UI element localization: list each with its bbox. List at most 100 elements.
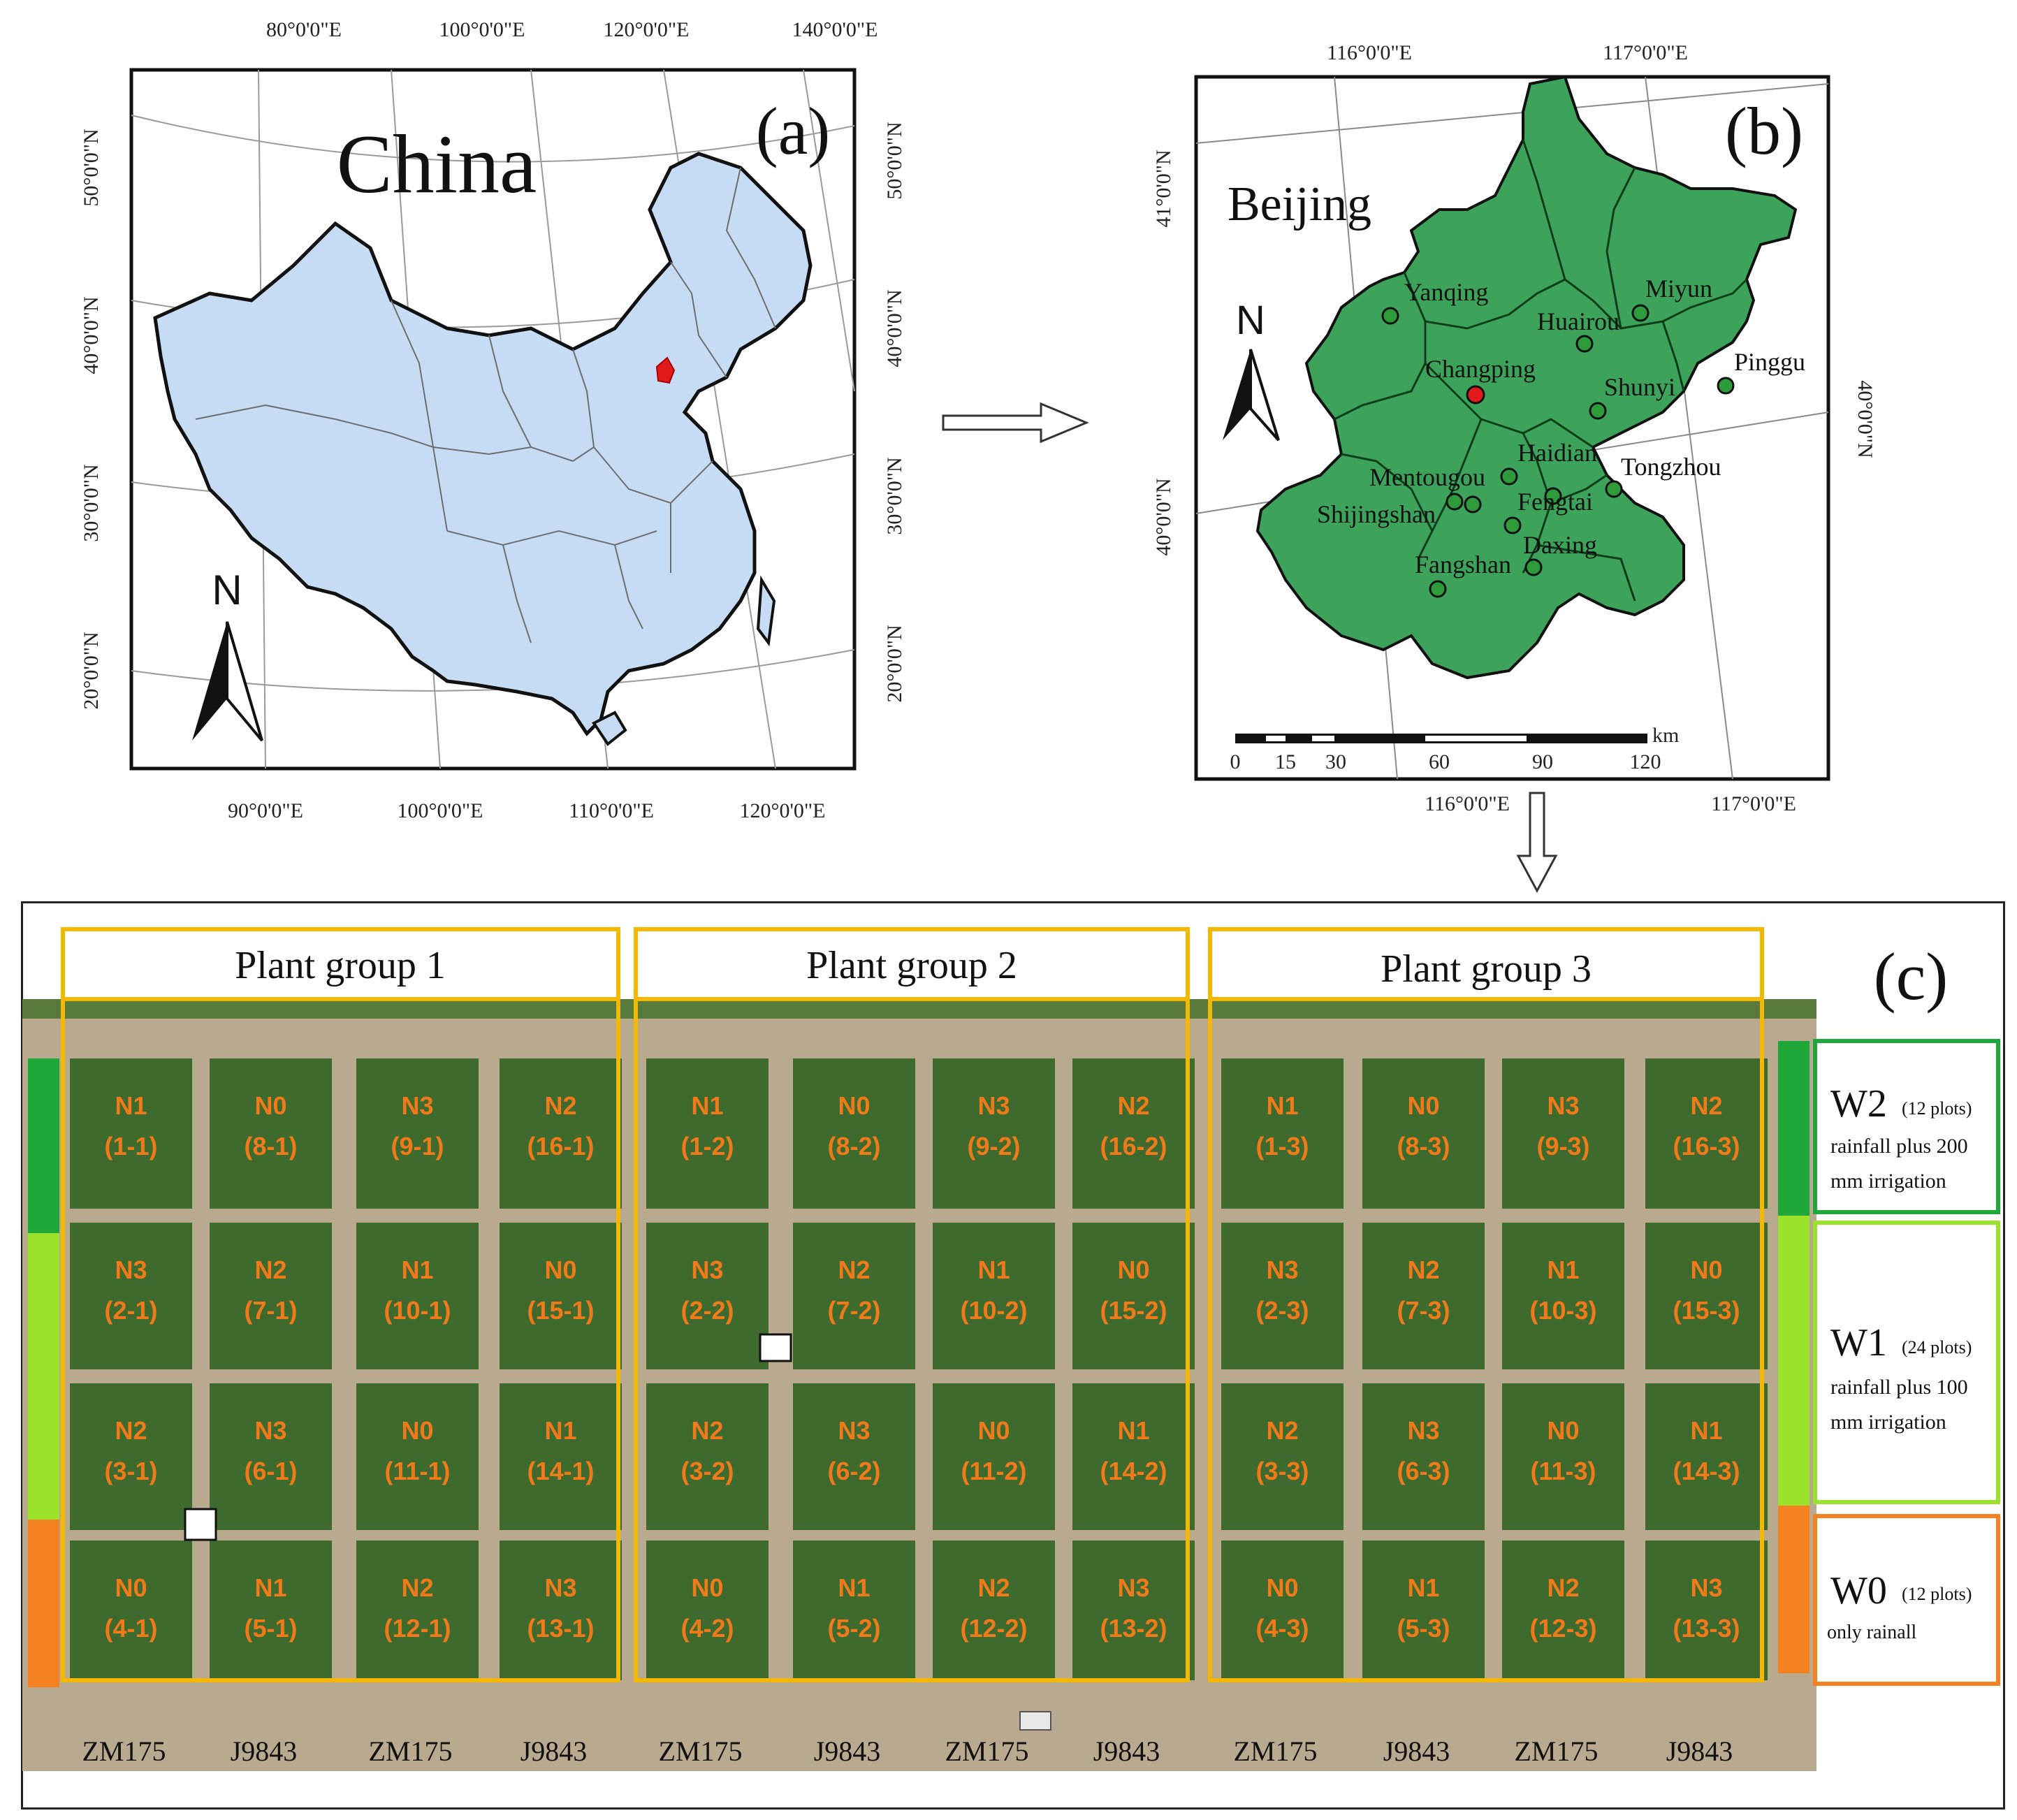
field-plot [1645,1541,1768,1680]
plot-nitrogen-label: N0 [401,1416,433,1445]
plot-nitrogen-label: N3 [1407,1416,1439,1445]
top-lon-label: 140°0'0"E [792,18,878,41]
plot-id-label: (4-2) [680,1614,734,1643]
plot-nitrogen-label: N1 [1690,1416,1722,1445]
variety-label: ZM175 [945,1735,1029,1767]
group-frame-2 [634,927,1190,1682]
bottom-lon-label: 90°0'0"E [228,799,303,822]
district-marker [1464,495,1482,514]
field-experiment-layout: N1 (1-1) N0 (8-1) N3 (9-1) N2 (16-1) N1 (1-2) N0 (8… [22,927,2000,1771]
legend-box-w0 [1813,1514,2000,1686]
variety-label: J9843 [1093,1735,1160,1767]
plot-nitrogen-label: N2 [1117,1091,1149,1120]
district-markers [1381,304,1735,598]
group-title-3: Plant group 3 [1381,947,1592,991]
plot-id-label: (3-2) [680,1457,734,1485]
north-arrow-icon: N [1223,298,1280,442]
plot-id-label: (6-1) [244,1457,297,1485]
field-plot [933,1383,1055,1530]
district-label: Shijingshan [1317,500,1436,528]
plot-id-label: (15-2) [1100,1296,1167,1325]
panel-letter-a: (a) [756,94,831,168]
beijing-title: Beijing [1228,177,1371,231]
plot-id-label: (5-2) [827,1614,880,1643]
plot-id-label: (3-1) [104,1457,157,1485]
legend-count: (12 plots) [1902,1098,1972,1119]
legend-code: W0 [1830,1569,1887,1612]
right-lat-label: 40°0'0"N [1854,380,1877,458]
field-plot [1072,1383,1195,1530]
plot-nitrogen-label: N1 [1117,1416,1149,1445]
top-lon-label: 100°0'0"E [439,18,525,41]
plot-nitrogen-label: N0 [1117,1255,1149,1284]
variety-label: J9843 [520,1735,588,1767]
svg-text:N: N [1236,298,1265,343]
field-plot [210,1383,332,1530]
plot-id-label: (2-2) [680,1296,734,1325]
plot-nitrogen-label: N3 [544,1573,576,1602]
plot-id-label: (12-3) [1529,1614,1596,1643]
panel-letter-c: (c) [1874,939,1949,1014]
right-lat-label: 40°0'0"N [883,289,906,367]
plot-id-label: (14-2) [1100,1457,1167,1485]
field-plot [210,1541,332,1680]
right-lat-label: 30°0'0"N [883,457,906,534]
group-title-1: Plant group 1 [235,944,446,987]
district-marker [1544,487,1562,505]
top-lon-label: 116°0'0"E [1327,41,1412,64]
plot-id-label: (8-1) [244,1132,297,1160]
left-lat-label: 20°0'0"N [80,632,103,709]
scale-tick: 30 [1325,750,1346,773]
district-label: Pinggu [1734,348,1805,376]
legend-count: (24 plots) [1902,1337,1972,1357]
field-plot [1362,1383,1485,1530]
china-title: China [337,117,537,210]
plot-nitrogen-label: N0 [1547,1416,1579,1445]
field-plot [356,1383,479,1530]
plot-nitrogen-label: N2 [1407,1255,1439,1284]
left-lat-label: 41°0'0"N [1152,150,1175,227]
plot-id-label: (2-1) [104,1296,157,1325]
district-label: Tongzhou [1621,453,1721,481]
field-plot [933,1541,1055,1680]
field-plot [646,1541,769,1680]
scale-tick: 60 [1429,750,1450,773]
svg-text:N: N [212,567,242,613]
scale-tick: 0 [1230,750,1241,773]
variety-label: J9843 [231,1735,298,1767]
district-marker [1575,335,1594,353]
plot-nitrogen-label: N3 [254,1416,286,1445]
variety-label: ZM175 [1234,1735,1318,1767]
top-lon-label: 80°0'0"E [266,18,342,41]
plot-nitrogen-label: N3 [691,1255,723,1284]
district-label: Haidian [1517,439,1597,467]
plot-id-label: (13-3) [1673,1614,1740,1643]
field-marker [1019,1711,1051,1731]
plot-id-label: (5-3) [1397,1614,1450,1643]
district-marker [1429,580,1447,598]
field-plot [1221,1383,1344,1530]
plot-id-label: (9-3) [1536,1132,1589,1160]
plot-id-label: (12-2) [960,1614,1027,1643]
plot-id-label: (1-1) [104,1132,157,1160]
field-plot [1072,1541,1195,1680]
plot-id-label: (15-1) [527,1296,594,1325]
plot-nitrogen-label: N2 [544,1091,576,1120]
plot-nitrogen-label: N2 [115,1416,147,1445]
district-label: Mentougou [1369,463,1485,491]
arrow-down-icon [1516,792,1558,894]
left-lat-label: 30°0'0"N [80,464,103,541]
field-plot [356,1541,479,1680]
district-label: Miyun [1645,275,1712,303]
district-label: Huairou [1537,307,1619,335]
top-lon-label: 120°0'0"E [604,18,690,41]
plot-nitrogen-label: N0 [838,1091,870,1120]
plot-nitrogen-label: N1 [1547,1255,1579,1284]
left-lat-label: 40°0'0"N [1152,478,1175,555]
field-plot [1362,1541,1485,1680]
plot-id-label: (4-1) [104,1614,157,1643]
plot-nitrogen-label: N3 [838,1416,870,1445]
field-plot [1502,1541,1624,1680]
variety-label: ZM175 [82,1735,166,1767]
plot-nitrogen-label: N2 [977,1573,1010,1602]
